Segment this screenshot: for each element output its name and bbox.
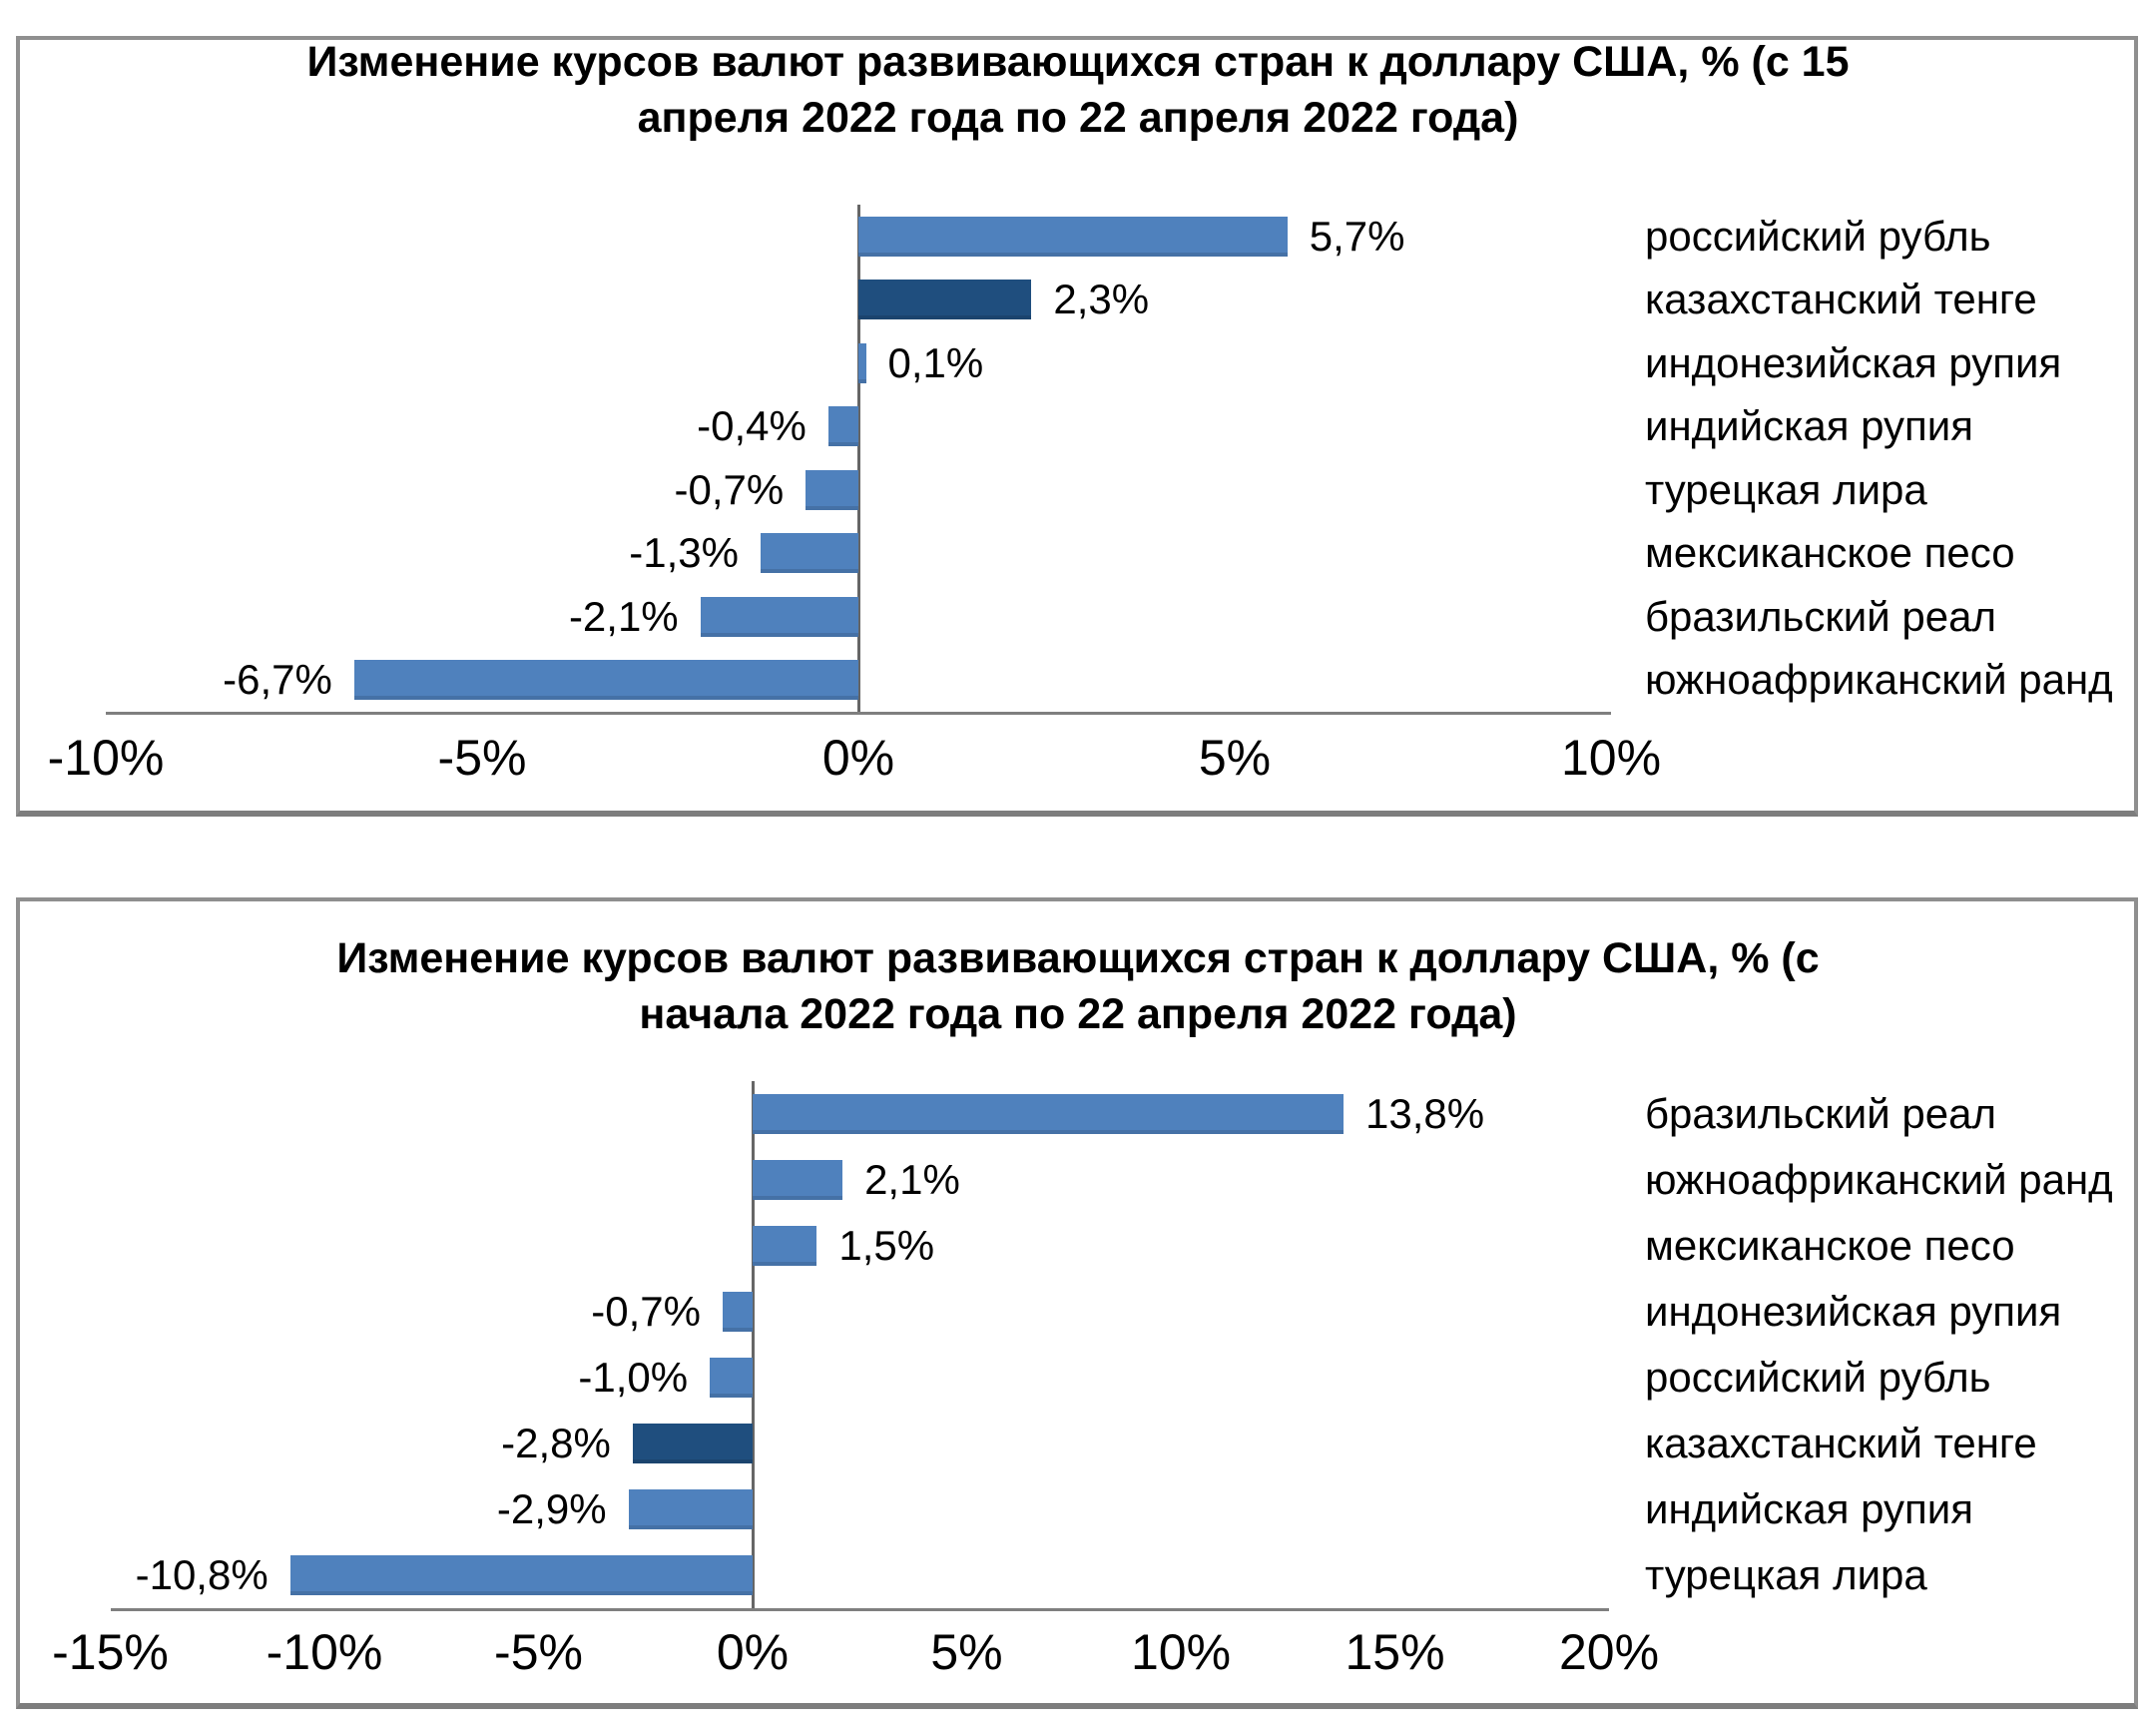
x-tick-label: -5%: [494, 1624, 583, 1680]
bar-value-label: -2,1%: [568, 592, 679, 640]
bar-category-label: турецкая лира: [1645, 465, 1927, 513]
bar-category-label: южноафриканский ранд: [1645, 656, 2113, 704]
bar-value-label: 0,1%: [887, 338, 984, 386]
bar-value-label: -10,8%: [135, 1551, 269, 1598]
x-tick-label: -15%: [52, 1624, 169, 1680]
bar-category-label: мексиканское песо: [1645, 529, 2015, 577]
bar-category-label: мексиканское песо: [1645, 1222, 2015, 1269]
bar-value-label: 5,7%: [1309, 212, 1405, 260]
bar-3: [827, 406, 858, 447]
chart-title: Изменение курсов валют развивающихся стр…: [336, 934, 1820, 982]
bar-value-label: 2,3%: [1053, 276, 1150, 323]
bar-1: [858, 280, 1032, 320]
chart-title: Изменение курсов валют развивающихся стр…: [306, 38, 1850, 86]
x-tick-label: 15%: [1345, 1624, 1445, 1680]
bar-category-label: казахстанский тенге: [1645, 276, 2037, 323]
bar-value-label: -0,7%: [674, 465, 785, 513]
bar-6: [628, 1489, 753, 1529]
bar-value-label: -1,0%: [578, 1354, 689, 1401]
x-tick-label: -10%: [47, 730, 165, 786]
bar-value-label: 2,1%: [864, 1156, 960, 1203]
bar-category-label: казахстанский тенге: [1645, 1420, 2037, 1466]
x-tick-label: 10%: [1560, 730, 1662, 786]
bar-0: [858, 216, 1288, 257]
x-tick-label: 20%: [1558, 1624, 1660, 1680]
bar-4: [710, 1358, 753, 1398]
bar-0: [753, 1094, 1345, 1134]
bar-3: [722, 1292, 753, 1332]
bar-2: [858, 342, 866, 383]
bar-value-label: -2,9%: [496, 1485, 607, 1532]
x-axis-line: [110, 1608, 1609, 1611]
bar-4: [806, 469, 858, 510]
bar-5: [632, 1424, 753, 1463]
x-tick-label: 10%: [1130, 1624, 1232, 1680]
bar-value-label: -6,7%: [223, 656, 332, 704]
bar-value-label: -0,4%: [697, 402, 807, 450]
bar-category-label: бразильский реал: [1645, 1090, 1996, 1137]
bar-category-label: южноафриканский ранд: [1645, 1156, 2113, 1203]
bar-category-label: турецкая лира: [1645, 1551, 1927, 1598]
bar-value-label: 1,5%: [838, 1222, 935, 1269]
bar-6: [700, 596, 858, 637]
x-tick-label: 5%: [1198, 730, 1272, 786]
bar-category-label: индонезийская рупия: [1645, 338, 2062, 386]
bar-value-label: -2,8%: [501, 1420, 611, 1466]
bar-7: [353, 660, 858, 701]
bar-value-label: -0,7%: [591, 1288, 701, 1335]
zero-axis-line: [857, 205, 860, 712]
bar-category-label: индонезийская рупия: [1645, 1288, 2062, 1335]
x-tick-label: 5%: [930, 1624, 1003, 1680]
bar-category-label: российский рубль: [1645, 212, 1991, 260]
bar-1: [753, 1160, 843, 1200]
x-tick-label: -5%: [437, 730, 527, 786]
bar-category-label: индийская рупия: [1645, 402, 1973, 450]
bar-value-label: 13,8%: [1365, 1090, 1485, 1137]
x-tick-label: 0%: [716, 1624, 790, 1680]
chart-title: начала 2022 года по 22 апреля 2022 года): [639, 990, 1517, 1038]
bar-category-label: индийская рупия: [1645, 1485, 1973, 1532]
bar-7: [289, 1555, 753, 1595]
x-axis-line: [106, 712, 1611, 715]
bar-5: [760, 533, 858, 574]
zero-axis-line: [752, 1081, 755, 1608]
bar-2: [753, 1226, 817, 1266]
x-tick-label: 0%: [821, 730, 895, 786]
bar-category-label: бразильский реал: [1645, 592, 1996, 640]
bar-category-label: российский рубль: [1645, 1354, 1991, 1401]
x-tick-label: -10%: [266, 1624, 383, 1680]
bar-value-label: -1,3%: [629, 529, 739, 577]
chart-title: апреля 2022 года по 22 апреля 2022 года): [637, 94, 1519, 142]
